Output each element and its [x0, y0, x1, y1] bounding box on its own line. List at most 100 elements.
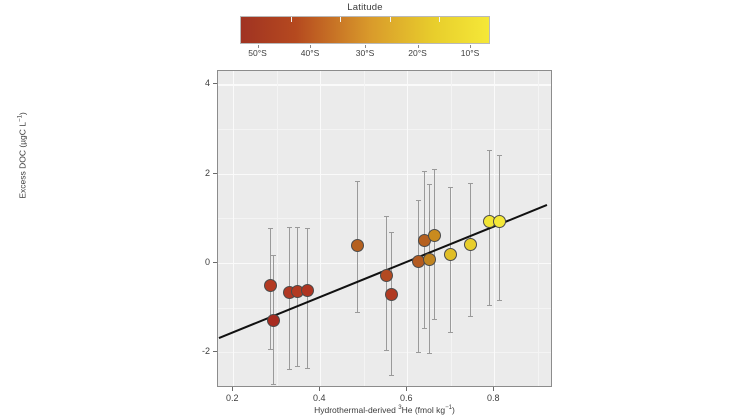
error-bar-cap	[383, 215, 389, 217]
error-bar-cap	[422, 328, 428, 330]
x-axis-tick-label: 0.4	[312, 393, 326, 403]
error-bar-cap	[304, 228, 310, 230]
error-bar-cap	[448, 187, 454, 189]
error-bar-cap	[422, 171, 428, 172]
data-point[interactable]	[444, 247, 458, 261]
y-axis-tick-label: 4	[204, 78, 210, 89]
error-bar-cap	[448, 331, 454, 333]
colorbar-tick-label: 50°S	[248, 48, 267, 58]
error-bar-cap	[267, 348, 273, 350]
gridline-horizontal	[218, 262, 551, 265]
error-bar-cap	[431, 169, 437, 171]
x-axis-tick-label: 0.2	[225, 393, 239, 403]
error-bar	[390, 231, 392, 376]
data-point[interactable]	[266, 313, 280, 327]
error-bar-cap	[304, 368, 310, 370]
error-bar-cap	[415, 199, 421, 201]
x-axis-title: Hydrothermal-derived 3He (fmol kg−1)	[314, 404, 455, 415]
gridline-horizontal	[218, 84, 551, 86]
error-bar-cap	[415, 352, 421, 354]
gridline-horizontal-minor	[218, 129, 551, 130]
gridline-vertical	[407, 71, 409, 386]
error-bar-cap	[355, 312, 361, 314]
data-point[interactable]	[379, 268, 393, 282]
gridline-vertical	[320, 71, 322, 386]
x-axis-tick	[319, 387, 321, 391]
error-bar	[433, 169, 435, 320]
y-axis-tick-label: 2	[204, 167, 210, 178]
error-bar-cap	[388, 375, 394, 377]
error-bar-cap	[383, 350, 389, 352]
gridline-horizontal-minor	[218, 352, 551, 354]
error-bar-cap	[486, 304, 492, 306]
data-point[interactable]	[422, 252, 436, 266]
gridline-vertical	[494, 71, 496, 386]
colorbar-tick-label: 30°S	[355, 48, 375, 58]
y-axis: 4 2 0 -2	[0, 70, 217, 387]
error-bar-cap	[486, 150, 492, 152]
error-bar-cap	[426, 353, 432, 355]
x-axis-tick-label: 0.6	[399, 393, 413, 403]
y-axis-tick-label: 0	[204, 256, 210, 267]
gridline-vertical-minor	[537, 71, 539, 386]
data-point[interactable]	[351, 238, 365, 252]
colorbar-gradient	[240, 16, 490, 44]
colorbar-tick	[417, 45, 419, 48]
data-point[interactable]	[300, 284, 314, 298]
y-axis-title: Excess DOC (µgC L−1)	[16, 112, 28, 199]
x-axis-tick-label: 0.8	[487, 393, 500, 403]
error-bar-cap	[496, 154, 502, 156]
gridline-vertical-minor	[276, 71, 278, 386]
error-bar-cap	[295, 365, 301, 367]
x-axis-tick	[232, 387, 234, 391]
error-bar-cap	[496, 299, 502, 301]
legend-title: Latitude	[347, 2, 383, 13]
colorbar-separator	[340, 17, 342, 22]
gridline-horizontal-minor	[218, 218, 551, 220]
data-point[interactable]	[463, 237, 477, 251]
colorbar-tick-label: 20°S	[408, 48, 427, 58]
colorbar-tick-label: 10°S	[460, 48, 480, 58]
gridline-horizontal	[218, 173, 551, 175]
error-bar-cap	[287, 369, 293, 371]
y-axis-tick-label: -2	[201, 346, 210, 357]
colorbar-separator	[439, 17, 441, 22]
y-axis-tick	[213, 172, 217, 174]
error-bar	[417, 199, 419, 353]
error-bar	[306, 228, 308, 369]
error-bar	[428, 183, 430, 354]
gridline-horizontal-minor	[218, 307, 551, 309]
colorbar-tick	[365, 45, 366, 48]
error-bar-cap	[426, 183, 432, 185]
error-bar-cap	[295, 227, 301, 229]
error-bar-cap	[467, 315, 473, 317]
error-bar-cap	[431, 319, 437, 321]
error-bar-cap	[388, 231, 394, 233]
x-axis-tick	[493, 387, 495, 391]
y-axis-tick	[213, 83, 217, 85]
latitude-colorbar-legend: Latitude 50°S 40°S 30°S 20°S 10°S	[240, 2, 490, 59]
error-bar-cap	[267, 228, 273, 230]
colorbar-gradient-fill	[241, 17, 489, 43]
data-point[interactable]	[427, 228, 441, 242]
y-axis-tick	[213, 351, 217, 353]
error-bar-cap	[287, 227, 293, 229]
error-bar-cap	[270, 384, 276, 386]
colorbar-separator	[290, 17, 292, 22]
colorbar-separator	[389, 17, 391, 22]
colorbar-tick-label: 40°S	[300, 48, 320, 58]
y-axis-tick	[213, 261, 217, 263]
colorbar-tick	[257, 45, 259, 48]
colorbar-tick-row: 50°S 40°S 30°S 20°S 10°S	[240, 45, 490, 59]
data-point[interactable]	[384, 287, 398, 301]
scatter-plot-panel	[217, 70, 552, 387]
x-axis: 0.2 0.4 0.6 0.8	[217, 387, 552, 403]
gridline-vertical	[233, 71, 235, 386]
colorbar-tick	[310, 45, 311, 48]
colorbar-tick	[470, 45, 471, 48]
error-bar-cap	[355, 180, 361, 182]
error-bar-cap	[467, 182, 473, 184]
data-point[interactable]	[492, 215, 506, 229]
data-point[interactable]	[263, 278, 277, 292]
error-bar	[385, 215, 387, 351]
